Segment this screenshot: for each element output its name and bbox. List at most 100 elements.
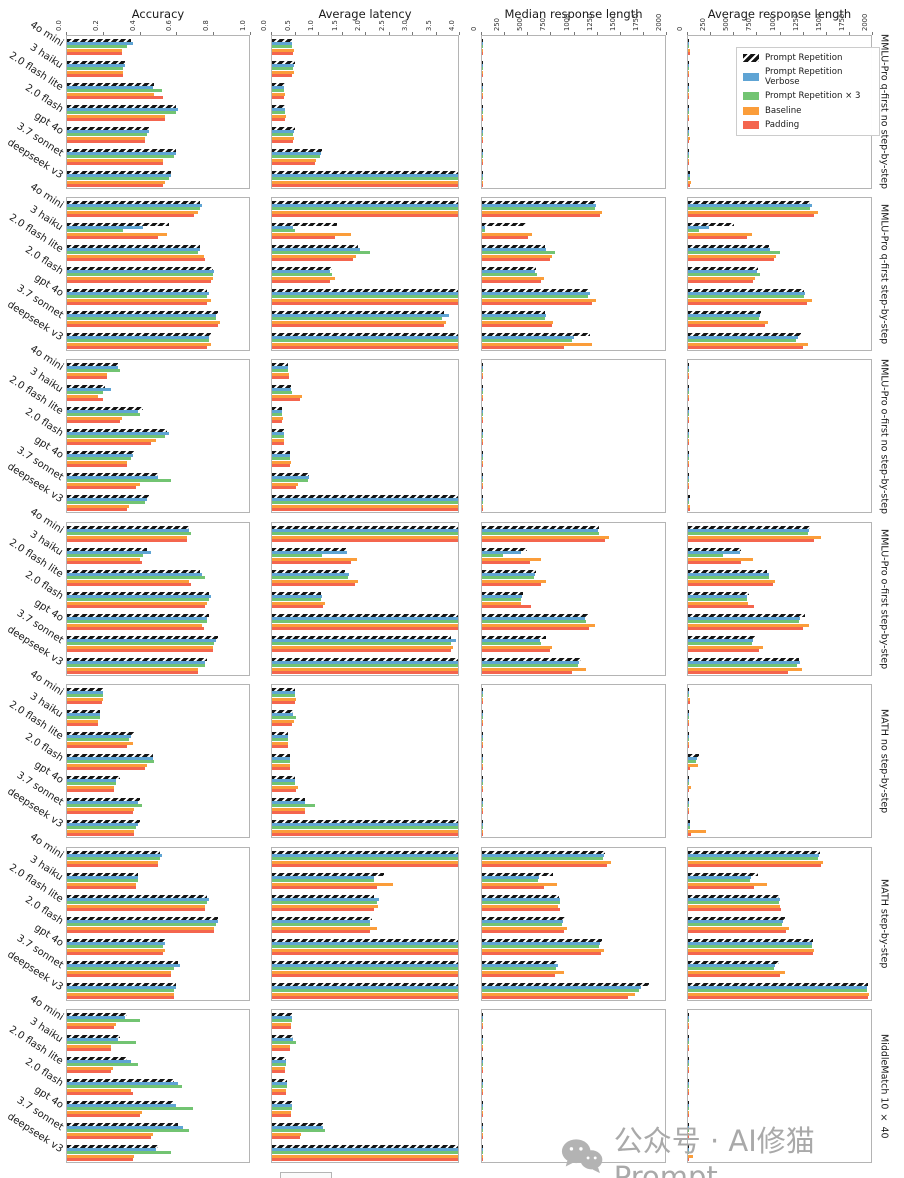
bar xyxy=(67,811,133,815)
plot-avg_len-row4 xyxy=(687,522,872,676)
bar xyxy=(482,210,602,214)
bar xyxy=(67,133,148,137)
bar xyxy=(688,45,690,49)
bar xyxy=(688,532,808,536)
bar xyxy=(688,453,690,458)
x-tick-mark xyxy=(435,32,437,35)
bar xyxy=(272,457,290,461)
bar xyxy=(272,734,288,739)
bar xyxy=(67,52,122,56)
bar xyxy=(272,1158,458,1162)
bar xyxy=(482,864,608,868)
bar xyxy=(688,938,814,942)
bar xyxy=(67,162,164,166)
bar xyxy=(272,413,283,417)
bar xyxy=(67,38,131,42)
row-label-3: MMLU-Pro o-first no step-by-step xyxy=(878,358,890,514)
plot-avg_len-row5 xyxy=(687,684,872,838)
bar xyxy=(272,879,375,883)
bar xyxy=(272,41,293,46)
bar xyxy=(272,332,458,336)
bar xyxy=(482,1022,483,1026)
bar xyxy=(688,960,779,964)
bar xyxy=(67,882,137,886)
x-tick-label: 1750 xyxy=(631,13,640,31)
bar xyxy=(688,107,690,112)
bar xyxy=(67,829,135,833)
bar xyxy=(272,901,377,905)
bar xyxy=(272,420,283,424)
bar xyxy=(688,926,789,930)
bar xyxy=(688,372,690,376)
bar xyxy=(67,930,215,934)
bar xyxy=(482,391,483,395)
bar xyxy=(688,635,755,639)
bar xyxy=(67,738,129,742)
bar xyxy=(272,288,458,292)
bar xyxy=(688,649,760,653)
bar xyxy=(482,207,595,211)
bar xyxy=(272,1037,293,1042)
bar xyxy=(272,789,297,793)
bar xyxy=(688,384,689,388)
bar xyxy=(688,775,690,779)
bar xyxy=(482,118,483,122)
bar xyxy=(482,60,483,64)
bar xyxy=(67,572,202,577)
bar xyxy=(482,716,483,720)
bar xyxy=(67,369,120,373)
bar xyxy=(272,494,458,498)
bar xyxy=(272,967,458,971)
bar xyxy=(688,136,690,140)
bar xyxy=(688,126,690,130)
bar xyxy=(688,244,769,248)
bar xyxy=(688,203,812,208)
bar xyxy=(272,709,293,713)
bar xyxy=(482,310,546,314)
bar xyxy=(67,576,206,580)
bar xyxy=(67,453,133,458)
bar xyxy=(67,313,217,318)
bar xyxy=(688,627,804,631)
bar xyxy=(688,882,767,886)
bar xyxy=(272,1100,292,1104)
bar xyxy=(482,904,558,908)
bar xyxy=(482,276,545,280)
bar xyxy=(272,982,458,986)
bar xyxy=(67,74,124,78)
bar xyxy=(688,295,805,299)
bar xyxy=(272,460,291,464)
bar xyxy=(482,572,536,577)
bar xyxy=(688,1081,689,1086)
bar xyxy=(67,269,215,274)
bar xyxy=(482,1125,483,1130)
bar xyxy=(272,690,296,695)
bar xyxy=(67,594,211,599)
bar xyxy=(688,317,760,321)
bar xyxy=(272,687,296,691)
bar xyxy=(688,1012,689,1016)
x-tick-label: 1.5 xyxy=(330,20,339,31)
row-label-5: MATH no step-by-step xyxy=(878,708,890,814)
bar xyxy=(688,170,690,174)
bar xyxy=(482,70,483,74)
bar xyxy=(482,967,557,971)
bar xyxy=(67,627,204,631)
bar xyxy=(688,594,748,599)
bar xyxy=(272,941,458,946)
bar xyxy=(688,269,757,274)
bar xyxy=(272,712,293,717)
bar xyxy=(482,601,522,605)
bar xyxy=(67,557,140,561)
x-tick-mark xyxy=(176,32,178,35)
bar xyxy=(482,822,483,827)
bar xyxy=(482,919,563,924)
bar xyxy=(67,671,199,675)
bar xyxy=(688,982,869,986)
bar xyxy=(688,1144,690,1148)
bar xyxy=(688,989,867,993)
bar xyxy=(67,136,146,140)
bar xyxy=(482,539,605,543)
bar xyxy=(67,1125,184,1130)
bar xyxy=(688,642,753,646)
